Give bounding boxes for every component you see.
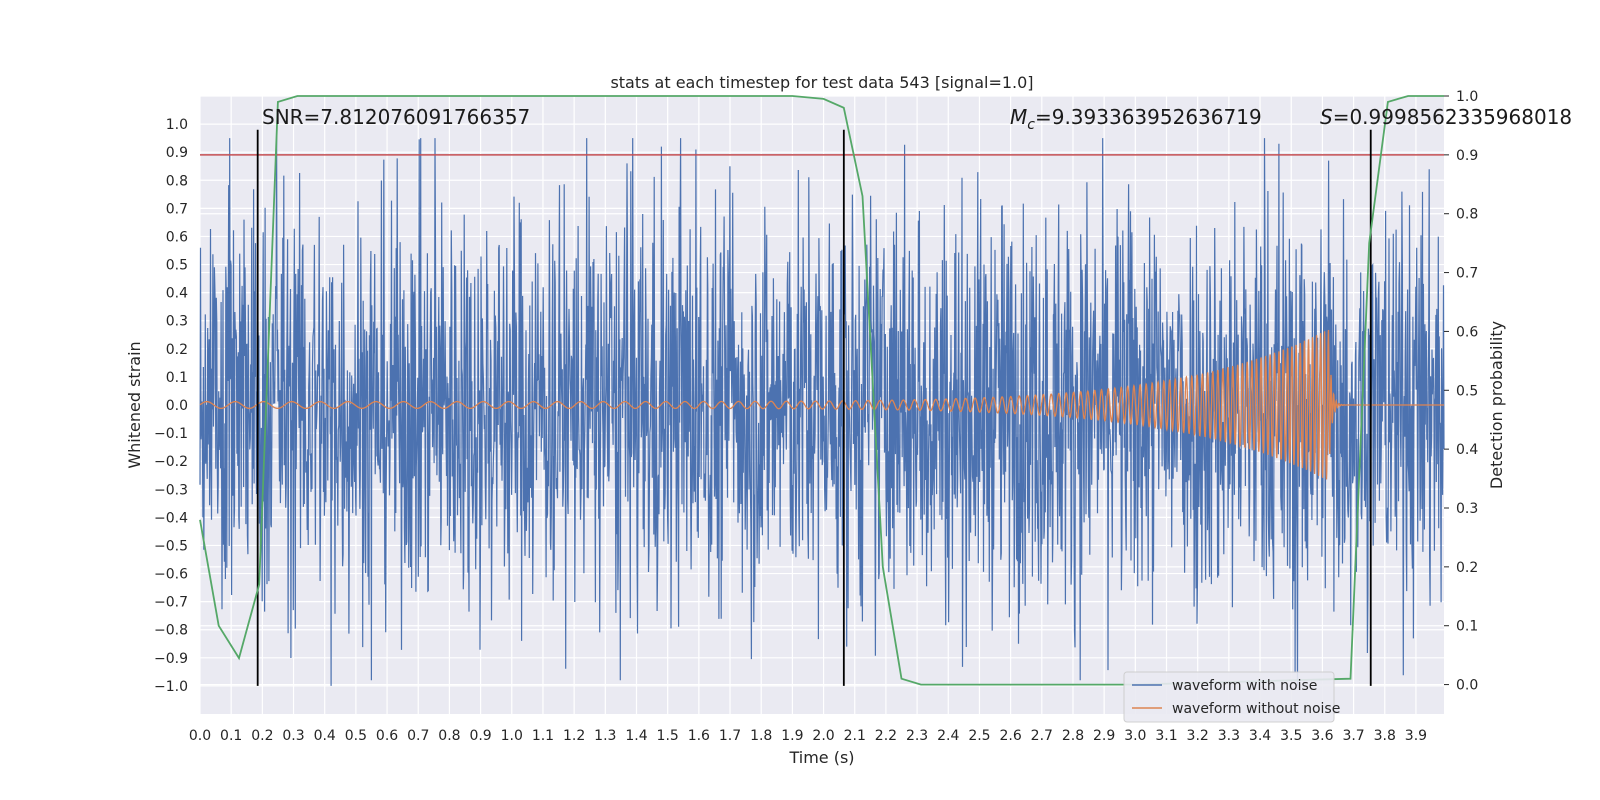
- score-annotation: S=0.9998562335968018: [1320, 105, 1572, 129]
- x-tick-label: 0.9: [469, 728, 491, 744]
- chirp-mass-symbol: M: [1010, 105, 1027, 129]
- y-tick-label-right: 0.6: [1456, 324, 1478, 340]
- x-tick-label: 3.9: [1405, 728, 1427, 744]
- x-tick-label: 3.1: [1155, 728, 1177, 744]
- x-tick-label: 3.5: [1280, 728, 1302, 744]
- x-tick-label: 1.1: [532, 728, 554, 744]
- x-tick-label: 0.1: [220, 728, 242, 744]
- x-tick-label: 1.5: [657, 728, 679, 744]
- y-tick-label-left: 0.1: [166, 370, 188, 386]
- y-axis-label-left: Whitened strain: [125, 341, 144, 468]
- x-tick-label: 0.0: [189, 728, 211, 744]
- x-tick-label: 0.2: [251, 728, 273, 744]
- tick-labels: 0.0 0.1 0.2 0.3 0.4 0.5 0.6 0.7 0.8 0.9 1.0 1.1 1.2 1…: [154, 89, 1478, 744]
- x-axis-label: Time (s): [788, 748, 854, 767]
- x-tick-label: 3.2: [1187, 728, 1209, 744]
- chirp-mass-subscript: c: [1027, 117, 1035, 133]
- x-tick-label: 3.0: [1124, 728, 1146, 744]
- x-tick-label: 2.2: [875, 728, 897, 744]
- y-tick-label-left: 0.2: [166, 342, 188, 358]
- x-tick-label: 1.9: [781, 728, 803, 744]
- snr-annotation: SNR=7.812076091766357: [262, 105, 530, 129]
- x-tick-label: 2.3: [906, 728, 928, 744]
- y-tick-label-left: 0.4: [166, 286, 188, 302]
- x-tick-label: 0.4: [314, 728, 336, 744]
- y-tick-label-right: 0.0: [1456, 678, 1478, 694]
- series-detection-probability: [199, 95, 1444, 686]
- y-tick-label-left: −0.1: [154, 426, 188, 442]
- x-tick-label: 2.0: [812, 728, 834, 744]
- y-tick-label-left: −0.4: [154, 510, 188, 526]
- y-tick-label-left: −0.6: [154, 567, 188, 583]
- score-value: =0.9998562335968018: [1333, 105, 1572, 129]
- x-tick-label: 1.2: [563, 728, 585, 744]
- score-symbol: S: [1320, 105, 1333, 129]
- y-tick-label-left: −1.0: [154, 679, 188, 695]
- detection-probability-line: [199, 95, 1444, 686]
- y-tick-label-right: 0.2: [1456, 560, 1478, 576]
- y-tick-label-left: 0.8: [166, 173, 188, 189]
- x-tick-label: 0.7: [407, 728, 429, 744]
- legend-box: [1123, 671, 1335, 723]
- x-tick-label: 1.7: [719, 728, 741, 744]
- y-tick-label-left: 0.6: [166, 229, 188, 245]
- x-tick-label: 0.8: [438, 728, 460, 744]
- x-tick-label: 2.6: [999, 728, 1021, 744]
- chart-title: stats at each timestep for test data 543…: [610, 73, 1033, 92]
- x-tick-label: 3.7: [1342, 728, 1364, 744]
- y-tick-label-left: −0.7: [154, 595, 188, 611]
- y-axis-label-right: Detection probability: [1487, 321, 1506, 489]
- y-tick-label-right: 0.9: [1456, 148, 1478, 164]
- y-tick-label-right: 0.5: [1456, 383, 1478, 399]
- noisy-waveform-line: [199, 132, 1445, 686]
- x-tick-label: 2.9: [1093, 728, 1115, 744]
- series-clean-waveform: [199, 329, 1444, 480]
- chirp-mass-value: =9.393363952636719: [1035, 105, 1262, 129]
- series-noisy-waveform: [199, 132, 1445, 686]
- y-tick-label-left: 1.0: [166, 117, 188, 133]
- legend-label-clean: waveform without noise: [1172, 701, 1340, 717]
- y-tick-label-left: −0.9: [154, 651, 188, 667]
- x-tick-label: 2.1: [844, 728, 866, 744]
- clean-waveform-line: [199, 329, 1444, 480]
- x-tick-label: 1.6: [688, 728, 710, 744]
- y-tick-label-left: −0.8: [154, 623, 188, 639]
- y-tick-label-left: 0.5: [166, 258, 188, 274]
- x-tick-label: 0.3: [282, 728, 304, 744]
- x-tick-label: 2.7: [1031, 728, 1053, 744]
- x-tick-label: 1.0: [501, 728, 523, 744]
- x-tick-label: 1.8: [750, 728, 772, 744]
- y-tick-label-left: 0.0: [166, 398, 188, 414]
- legend-label-noisy: waveform with noise: [1172, 678, 1317, 694]
- legend: waveform with noise waveform without noi…: [1123, 671, 1340, 723]
- y-tick-label-left: 0.3: [166, 314, 188, 330]
- x-tick-label: 2.5: [968, 728, 990, 744]
- x-tick-label: 3.8: [1374, 728, 1396, 744]
- y-tick-label-left: 0.7: [166, 201, 188, 217]
- x-tick-label: 0.6: [376, 728, 398, 744]
- y-tick-label-right: 0.8: [1456, 207, 1478, 223]
- y-tick-label-left: −0.3: [154, 482, 188, 498]
- x-tick-label: 3.4: [1249, 728, 1271, 744]
- x-tick-label: 2.4: [937, 728, 959, 744]
- x-tick-label: 1.3: [594, 728, 616, 744]
- y-tick-label-right: 0.3: [1456, 501, 1478, 517]
- y-tick-label-left: −0.2: [154, 454, 188, 470]
- x-tick-label: 1.4: [625, 728, 647, 744]
- x-tick-label: 0.5: [345, 728, 367, 744]
- x-tick-label: 3.3: [1218, 728, 1240, 744]
- x-tick-label: 2.8: [1062, 728, 1084, 744]
- chirp-mass-annotation: Mc=9.393363952636719: [1010, 105, 1262, 133]
- y-tick-label-right: 0.1: [1456, 619, 1478, 635]
- x-tick-label: 3.6: [1311, 728, 1333, 744]
- y-tick-label-right: 1.0: [1456, 89, 1478, 105]
- y-tick-label-left: 0.9: [166, 145, 188, 161]
- y-tick-label-right: 0.7: [1456, 266, 1478, 282]
- y-tick-label-left: −0.5: [154, 538, 188, 554]
- y-tick-label-right: 0.4: [1456, 442, 1478, 458]
